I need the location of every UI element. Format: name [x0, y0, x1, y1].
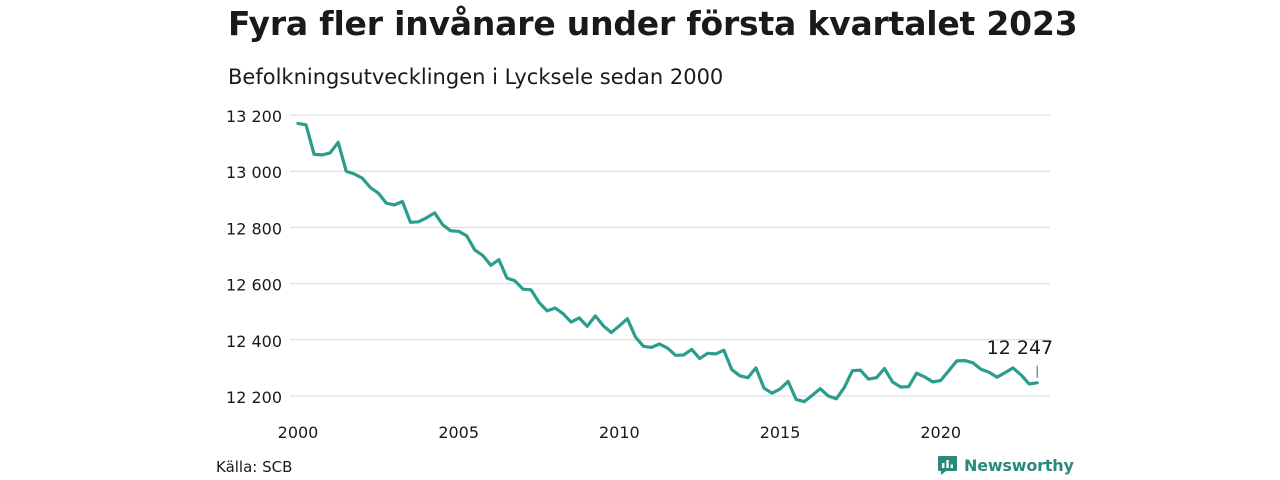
series-line	[296, 121, 1039, 404]
y-tick-label: 12 600	[226, 276, 282, 295]
brand-name: Newsworthy	[964, 456, 1074, 475]
x-tick-label: 2000	[278, 423, 319, 442]
newsworthy-logo-icon	[938, 456, 957, 475]
y-tick-label: 12 800	[226, 219, 282, 238]
x-tick-label: 2010	[599, 423, 640, 442]
chart-subtitle: Befolkningsutvecklingen i Lycksele sedan…	[228, 65, 724, 89]
chart-title: Fyra fler invånare under första kvartale…	[228, 4, 1078, 43]
brand-logo: Newsworthy	[937, 455, 1074, 476]
last-value-annotation: 12 247	[987, 337, 1053, 378]
gridlines	[290, 114, 1050, 397]
y-axis-tick-labels: 12 200 12 400 12 600 12 800 13 000 13 200	[226, 107, 282, 407]
y-tick-label: 12 400	[226, 332, 282, 351]
x-axis-tick-labels: 2000 2005 2010 2015 2020	[278, 423, 961, 442]
y-tick-label: 12 200	[226, 388, 282, 407]
x-tick-label: 2020	[920, 423, 961, 442]
source-note: Källa: SCB	[216, 458, 293, 476]
x-tick-label: 2015	[760, 423, 801, 442]
annotation-label: 12 247	[987, 337, 1053, 359]
y-tick-label: 13 000	[226, 163, 282, 182]
x-tick-label: 2005	[438, 423, 479, 442]
y-tick-label: 13 200	[226, 107, 282, 126]
